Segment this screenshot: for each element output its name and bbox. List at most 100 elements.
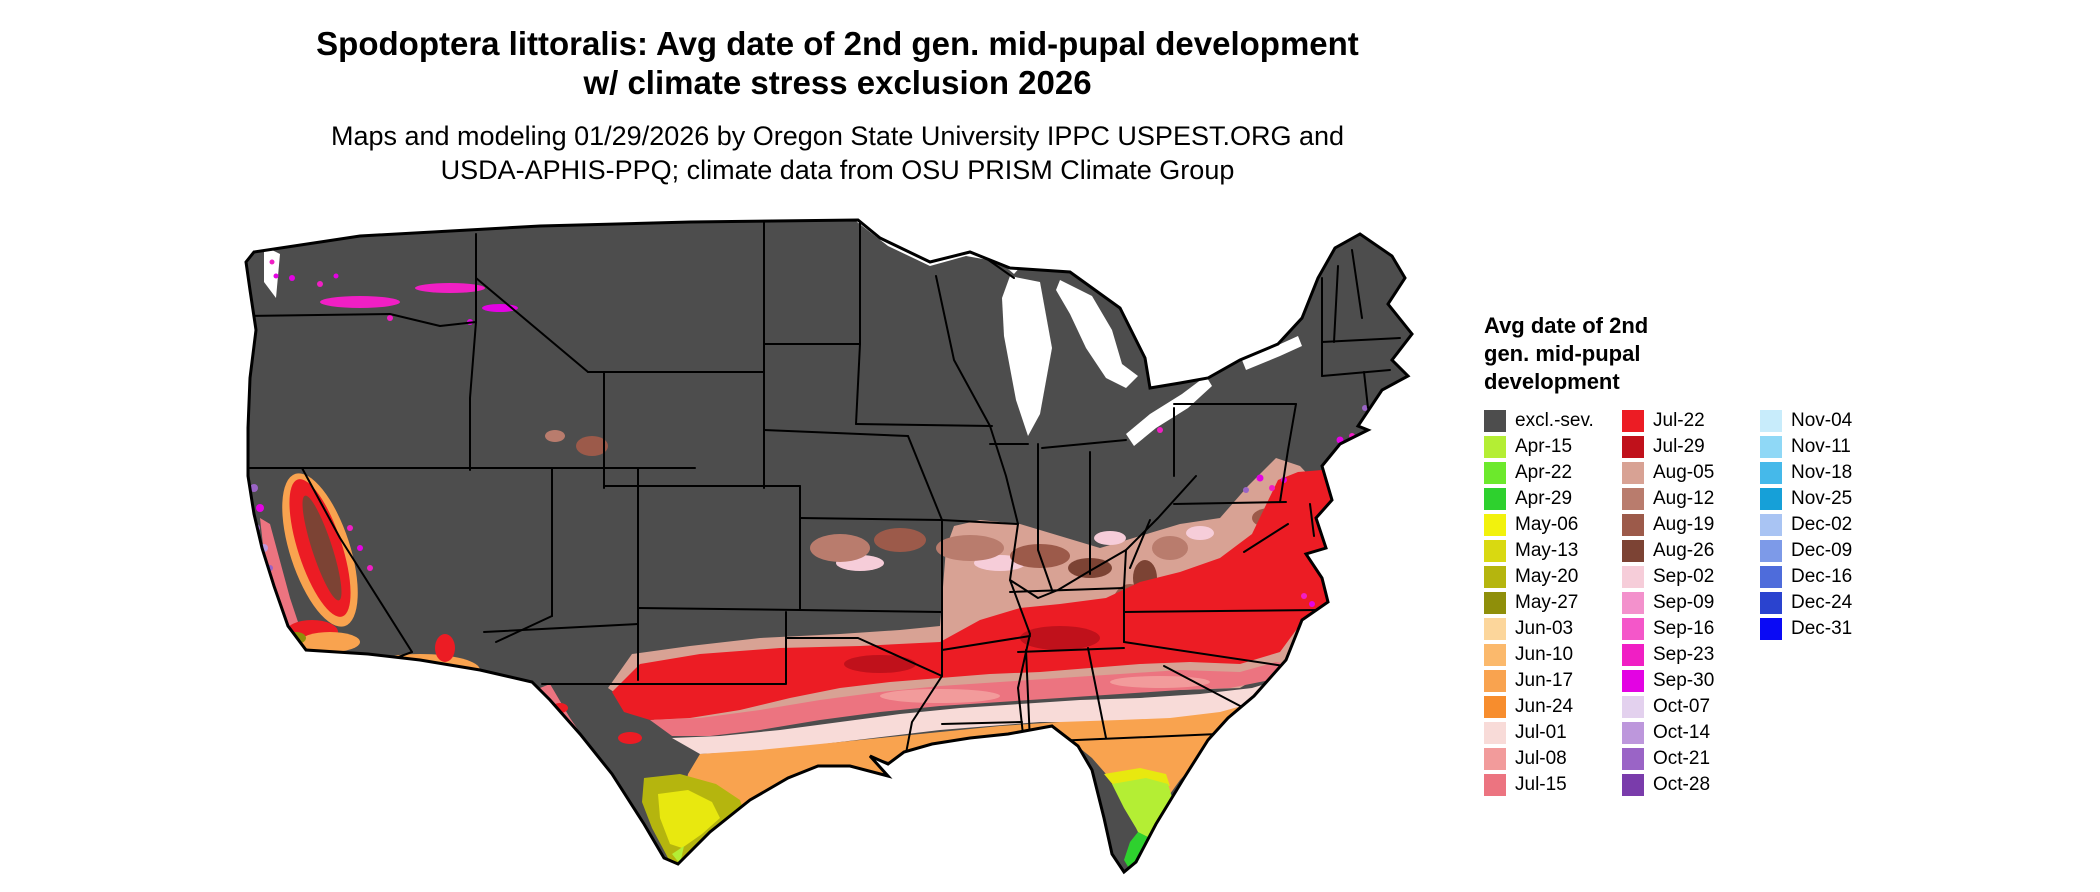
map-mottle [1094,531,1126,545]
us-choropleth-map [240,218,1430,882]
map-ca-valley-brown [302,495,342,601]
map-title-line2: w/ climate stress exclusion 2026 [583,64,1092,101]
legend-swatch [1484,748,1506,770]
legend-label: Dec-24 [1791,592,1853,613]
map-speckle [357,545,363,551]
map-mottle [618,732,642,744]
map-speckle [1309,601,1315,607]
legend-swatch [1622,618,1644,640]
legend-column-3: Nov-04 Nov-11 Nov-18 Nov-25 Dec-02 Dec-09 Dec-… [1760,408,1898,642]
legend-label: May-27 [1515,592,1579,613]
map-mottle [1020,626,1100,650]
map-mottle [810,534,870,562]
map-ca-coast-pink [260,518,306,648]
legend-label: May-20 [1515,566,1579,587]
legend-label: Nov-11 [1791,436,1851,457]
map-puget-sound [264,246,280,298]
legend-entry: Sep-02 [1622,564,1760,590]
legend-label: Nov-18 [1791,462,1853,483]
great-lakes [852,218,1302,446]
map-mottle [844,655,916,673]
legend-entry: Dec-16 [1760,564,1898,590]
legend-title-line3: development [1484,369,1620,394]
legend-swatch [1622,488,1644,510]
legend-swatch [1622,436,1644,458]
legend-swatch [1484,462,1506,484]
legend-entry: May-20 [1484,564,1622,590]
us-map-svg [244,218,1414,874]
legend-entry: Dec-31 [1760,616,1898,642]
legend-title: Avg date of 2nd gen. mid-pupal developme… [1484,312,2084,396]
legend-label: Dec-31 [1791,618,1853,639]
legend-swatch [1760,514,1782,536]
map-band-june [684,702,1256,834]
legend-entry: Dec-09 [1760,538,1898,564]
legend-entry: Sep-09 [1622,590,1760,616]
map-subtitle-line1: Maps and modeling 01/29/2026 by Oregon S… [330,121,1345,151]
header: Spodoptera littoralis: Avg date of 2nd g… [0,24,1675,187]
legend-entry: Nov-04 [1760,408,1898,434]
map-mottle [874,528,926,552]
legend-label: Sep-02 [1653,566,1715,587]
legend-label: Oct-14 [1653,722,1711,743]
map-speckle [415,283,485,293]
map-mottle [576,436,608,456]
legend-label: Jul-08 [1515,748,1567,769]
legend-entry: Nov-25 [1760,486,1898,512]
legend-swatch [1760,540,1782,562]
legend-entry: Nov-11 [1760,434,1898,460]
lake-erie [1126,376,1212,446]
legend-entry: Oct-21 [1622,746,1760,772]
legend-entry: Sep-30 [1622,668,1760,694]
legend-label: Nov-25 [1791,488,1853,509]
legend-swatch [1484,436,1506,458]
legend-swatch [1484,514,1506,536]
legend-label: Jul-15 [1515,774,1567,795]
legend-entry: Jun-17 [1484,668,1622,694]
legend-label: Jun-17 [1515,670,1574,691]
lake-ontario [1242,336,1302,370]
legend-entry: Oct-07 [1622,694,1760,720]
map-subtitle: Maps and modeling 01/29/2026 by Oregon S… [0,119,1675,187]
map-speckle [1269,485,1275,491]
map-mottle [936,535,1004,561]
legend-entry: May-27 [1484,590,1622,616]
legend-entry: Apr-29 [1484,486,1622,512]
legend-swatch [1622,540,1644,562]
map-band-early-july [672,682,1272,754]
legend-swatch [1760,592,1782,614]
legend-label: Jul-01 [1515,722,1567,743]
legend-swatch [1622,748,1644,770]
map-speckle [1301,593,1307,599]
legend-entry: Jul-22 [1622,408,1760,434]
legend-entry: May-13 [1484,538,1622,564]
legend-swatch [1622,644,1644,666]
legend-entry: Jul-15 [1484,772,1622,798]
legend-swatch [1484,696,1506,718]
legend-label: Apr-22 [1515,462,1573,483]
legend-entry: Apr-15 [1484,434,1622,460]
map-speckle [1362,405,1368,411]
legend-entry: Dec-24 [1760,590,1898,616]
map-az-olive [358,657,382,667]
lake-huron [1056,280,1138,388]
legend-swatch [1484,566,1506,588]
legend-label: Oct-28 [1653,774,1711,795]
legend-entry: Oct-14 [1622,720,1760,746]
legend-label: Jun-24 [1515,696,1574,717]
legend-swatch [1622,462,1644,484]
legend-columns: excl.-sev. Apr-15 Apr-22 Apr-29 May-06 May-13… [1484,408,2084,798]
legend-label: Jun-03 [1515,618,1574,639]
legend-column-2: Jul-22 Jul-29 Aug-05 Aug-12 Aug-19 Aug-26 Sep-… [1622,408,1760,798]
legend-label: Dec-16 [1791,566,1853,587]
legend-entry: Aug-12 [1622,486,1760,512]
legend-entry: Dec-02 [1760,512,1898,538]
map-speckle [250,484,258,492]
map-speckle [1157,427,1163,433]
legend-label: Oct-07 [1653,696,1711,717]
legend-swatch [1622,774,1644,796]
map-mottle [1186,526,1214,540]
legend-swatch [1622,696,1644,718]
legend-swatch [1622,592,1644,614]
legend-label: Aug-05 [1653,462,1715,483]
